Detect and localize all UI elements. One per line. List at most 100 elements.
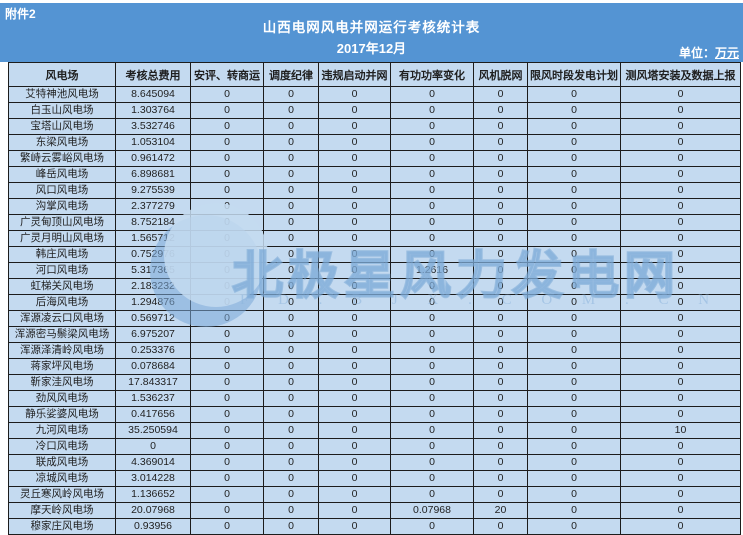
value-cell: 0 [473, 182, 528, 199]
farm-name-cell: 白玉山风电场 [8, 102, 116, 119]
farm-name-cell: 浑源密马鬃梁风电场 [8, 326, 116, 343]
unit-value: 万元 [714, 46, 739, 60]
value-cell: 0.07968 [390, 502, 474, 519]
value-cell: 0 [263, 294, 319, 311]
table-row: 后海风电场 1.294876 0 0 0 0 0 0 0 [8, 294, 741, 311]
column-header: 违规启动并网 [318, 62, 391, 87]
value-cell: 0 [527, 470, 621, 487]
value-cell: 0 [527, 406, 621, 423]
column-header: 调度纪律 [263, 62, 319, 87]
value-cell: 0 [190, 358, 264, 375]
farm-name-cell: 蒋家坪风电场 [8, 358, 116, 375]
value-cell: 0 [620, 134, 741, 151]
value-cell: 0 [527, 214, 621, 231]
value-cell: 0 [473, 294, 528, 311]
value-cell: 0 [318, 214, 391, 231]
farm-name-cell: 沟掌风电场 [8, 198, 116, 215]
value-cell: 0 [190, 150, 264, 167]
value-cell: 0 [318, 118, 391, 135]
attachment-label: 附件2 [5, 7, 36, 21]
value-cell: 0 [318, 454, 391, 471]
farm-name-cell: 宝塔山风电场 [8, 118, 116, 135]
value-cell: 0.961472 [115, 150, 191, 167]
table-row: 沟掌风电场 2.377279 0 0 0 0 0 0 0 [8, 198, 741, 215]
value-cell: 0 [527, 102, 621, 119]
value-cell: 0 [390, 230, 474, 247]
table-row: 浑源凌云口风电场 0.569712 0 0 0 0 0 0 0 [8, 310, 741, 327]
value-cell: 0 [390, 470, 474, 487]
value-cell: 0 [263, 198, 319, 215]
value-cell: 0 [390, 310, 474, 327]
value-cell: 0 [620, 390, 741, 407]
value-cell: 2.183232 [115, 278, 191, 295]
value-cell: 0 [473, 166, 528, 183]
value-cell: 0 [390, 358, 474, 375]
value-cell: 0.93956 [115, 518, 191, 535]
value-cell: 1.136652 [115, 486, 191, 503]
column-header: 有功功率变化 [390, 62, 474, 87]
table-row: 穆家庄风电场 0.93956 0 0 0 0 0 0 0 [8, 518, 741, 535]
value-cell: 0 [473, 278, 528, 295]
value-cell: 0 [190, 294, 264, 311]
value-cell: 0 [263, 102, 319, 119]
value-cell: 0 [263, 422, 319, 439]
value-cell: 0 [318, 358, 391, 375]
value-cell: 0 [263, 342, 319, 359]
value-cell: 20 [473, 502, 528, 519]
value-cell: 0 [263, 278, 319, 295]
value-cell: 2.377279 [115, 198, 191, 215]
value-cell: 0 [263, 326, 319, 343]
value-cell: 0 [620, 246, 741, 263]
value-cell: 0 [527, 182, 621, 199]
value-cell: 0 [390, 246, 474, 263]
farm-name-cell: 风口风电场 [8, 182, 116, 199]
table-row: 风口风电场 9.275539 0 0 0 0 0 0 0 [8, 182, 741, 199]
value-cell: 0 [318, 166, 391, 183]
value-cell: 0 [263, 438, 319, 455]
table-row: 宝塔山风电场 3.532746 0 0 0 0 0 0 0 [8, 118, 741, 135]
value-cell: 0 [263, 214, 319, 231]
table-row: 虹梯关风电场 2.183232 0 0 0 0 0 0 0 [8, 278, 741, 295]
farm-name-cell: 冷口风电场 [8, 438, 116, 455]
value-cell: 0 [620, 166, 741, 183]
value-cell: 0 [620, 502, 741, 519]
table-row: 联成风电场 4.369014 0 0 0 0 0 0 0 [8, 454, 741, 471]
farm-name-cell: 浑源泽清岭风电场 [8, 342, 116, 359]
value-cell: 0 [190, 230, 264, 247]
value-cell: 0 [190, 182, 264, 199]
value-cell: 0 [473, 390, 528, 407]
table-row: 河口风电场 5.317365 0 0 0 1.2616 0 0 0 [8, 262, 741, 279]
value-cell: 0 [473, 342, 528, 359]
value-cell: 0 [527, 374, 621, 391]
value-cell: 8.752184 [115, 214, 191, 231]
value-cell: 0 [263, 518, 319, 535]
value-cell: 0 [263, 230, 319, 247]
value-cell: 0 [527, 118, 621, 135]
value-cell: 0 [318, 326, 391, 343]
value-cell: 0 [620, 86, 741, 103]
title-block: 山西电网风电并网运行考核统计表 2017年12月 [0, 16, 743, 57]
value-cell: 0 [390, 422, 474, 439]
value-cell: 6.898681 [115, 166, 191, 183]
table-row: 广灵月明山风电场 1.565712 0 0 0 0 0 0 0 [8, 230, 741, 247]
value-cell: 0 [318, 438, 391, 455]
value-cell: 35.250594 [115, 422, 191, 439]
value-cell: 0 [473, 150, 528, 167]
value-cell: 0 [263, 246, 319, 263]
value-cell: 0 [620, 150, 741, 167]
value-cell: 0 [473, 86, 528, 103]
value-cell: 0 [473, 438, 528, 455]
table-row: 劲风风电场 1.536237 0 0 0 0 0 0 0 [8, 390, 741, 407]
value-cell: 0 [318, 134, 391, 151]
value-cell: 0 [390, 118, 474, 135]
value-cell: 0 [190, 198, 264, 215]
value-cell: 0 [318, 150, 391, 167]
value-cell: 0 [263, 502, 319, 519]
value-cell: 0 [263, 150, 319, 167]
value-cell: 0 [473, 214, 528, 231]
farm-name-cell: 河口风电场 [8, 262, 116, 279]
value-cell: 0 [390, 294, 474, 311]
value-cell: 0 [390, 134, 474, 151]
farm-name-cell: 繁峙云雾峪风电场 [8, 150, 116, 167]
value-cell: 0 [527, 502, 621, 519]
